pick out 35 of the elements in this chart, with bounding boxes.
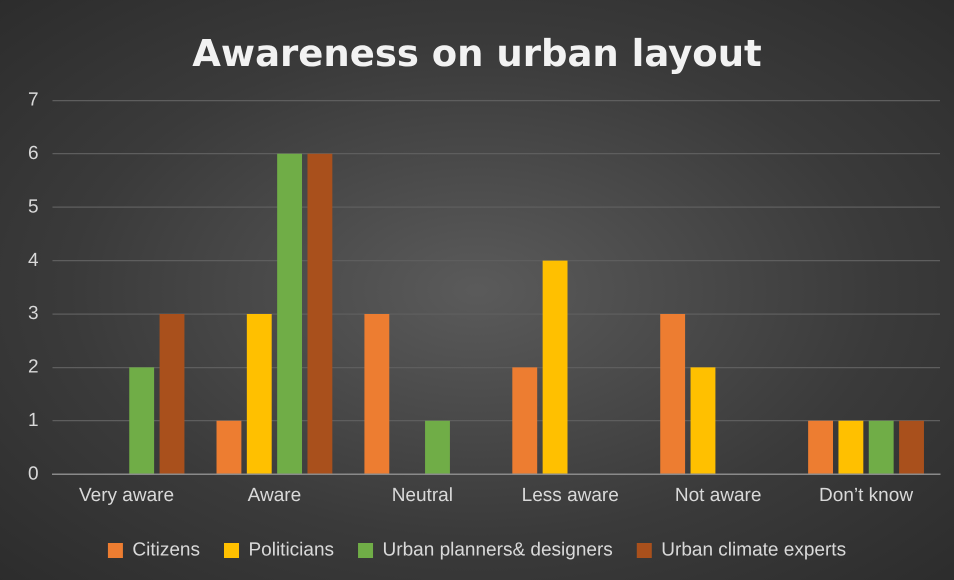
legend-label: Politicians [248, 540, 334, 561]
bar [129, 367, 154, 474]
x-tick-label: Very aware [78, 484, 174, 506]
bar [307, 154, 332, 474]
y-tick-label: 7 [28, 90, 39, 111]
bar [899, 420, 924, 474]
x-tick-label: Don’t know [819, 484, 914, 506]
bar [425, 420, 450, 474]
y-tick-label: 2 [28, 356, 39, 378]
bar [868, 420, 894, 474]
y-tick-label: 3 [28, 303, 39, 324]
y-tick-label: 1 [28, 410, 39, 432]
bar [364, 314, 390, 474]
bar [512, 367, 538, 474]
bar [838, 420, 864, 474]
y-tick-label: 0 [28, 463, 39, 484]
legend-label: Urban climate experts [661, 540, 846, 561]
x-tick-label: Not aware [674, 484, 762, 506]
bar [542, 260, 568, 474]
bar [277, 154, 302, 474]
legend-label: Citizens [132, 540, 200, 561]
y-tick-label: 6 [28, 143, 39, 164]
x-tick-label: Less aware [522, 484, 619, 506]
bar [808, 420, 833, 474]
x-tick-label: Neutral [392, 484, 453, 506]
y-tick-label: 4 [28, 250, 39, 271]
bar [660, 314, 686, 474]
bar [216, 420, 242, 474]
y-tick-label: 5 [28, 196, 39, 218]
chart-title: Awareness on urban layout [192, 32, 762, 75]
x-tick-label: Aware [248, 484, 302, 506]
bar [690, 367, 716, 474]
bar [160, 314, 184, 474]
legend-label: Urban planners& designers [382, 540, 613, 561]
bar [246, 314, 272, 474]
